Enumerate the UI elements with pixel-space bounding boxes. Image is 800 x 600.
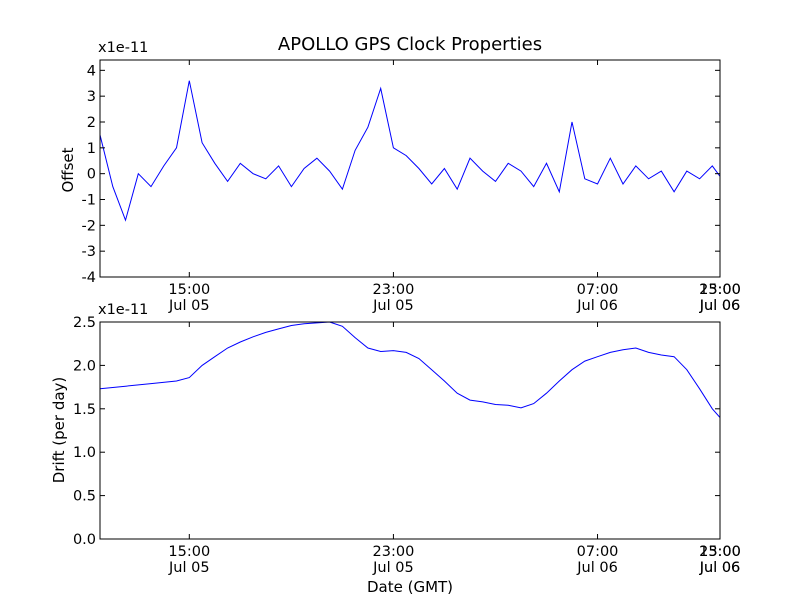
bottom-y-tick-label: 1.5 (73, 402, 96, 418)
top-y-tick-label: 2 (87, 115, 96, 131)
top-x-tick-date-label: Jul 05 (168, 298, 210, 314)
bottom-x-tick-time-label: 07:00 (577, 544, 619, 560)
bottom-x-tick-date-label: Jul 05 (168, 560, 210, 576)
bottom-offset-text: x1e-11 (98, 302, 148, 318)
top-x-tick-time-label: 23:00 (699, 282, 741, 298)
top-y-tick-label: 3 (87, 89, 96, 105)
bottom-axes-frame (99, 321, 721, 540)
bottom-x-tick-date-label: Jul 06 (699, 560, 741, 576)
top-y-tick-label: -4 (82, 270, 96, 286)
bottom-x-tick-time-label: 15:00 (699, 544, 741, 560)
bottom-series-line (100, 322, 720, 418)
bottom-x-tick-date-label: Jul 06 (699, 560, 741, 576)
bottom-x-tick-time-label: 15:00 (168, 544, 210, 560)
top-y-tick-label: 1 (87, 141, 96, 157)
top-x-tick-date-label: Jul 06 (576, 298, 618, 314)
top-y-tick-label: -1 (82, 193, 96, 209)
top-x-tick-date-label: Jul 06 (699, 298, 741, 314)
bottom-x-axis-label: Date (GMT) (367, 578, 453, 596)
bottom-y-tick-label: 2.0 (73, 358, 96, 374)
bottom-x-tick-time-label: 23:00 (373, 544, 415, 560)
top-x-tick-time-label: 15:00 (699, 282, 741, 298)
top-x-tick-date-label: Jul 05 (372, 298, 414, 314)
bottom-x-tick-date-label: Jul 06 (576, 560, 618, 576)
top-y-axis-label: Offset (59, 147, 77, 192)
bottom-y-tick-label: 1.0 (73, 445, 96, 461)
top-y-tick-label: -3 (82, 244, 96, 260)
top-x-tick-date-label: Jul 06 (699, 298, 741, 314)
bottom-x-tick-date-label: Jul 05 (372, 560, 414, 576)
top-y-tick-label: 4 (87, 63, 96, 79)
top-x-tick-time-label: 07:00 (577, 282, 619, 298)
top-x-tick-time-label: 15:00 (168, 282, 210, 298)
bottom-y-axis-label: Drift (per day) (50, 377, 68, 484)
bottom-y-tick-label: 2.5 (73, 315, 96, 331)
top-axes-frame (99, 59, 721, 278)
top-offset-text: x1e-11 (98, 40, 148, 56)
bottom-y-tick-label: 0.0 (73, 532, 96, 548)
top-series-line (100, 80, 720, 222)
bottom-y-tick-label: 0.5 (73, 489, 96, 505)
bottom-x-tick-time-label: 23:00 (699, 544, 741, 560)
top-y-tick-label: 0 (87, 167, 96, 183)
top-y-tick-label: -2 (82, 218, 96, 234)
chart-title: APOLLO GPS Clock Properties (278, 34, 542, 55)
top-x-tick-time-label: 23:00 (373, 282, 415, 298)
